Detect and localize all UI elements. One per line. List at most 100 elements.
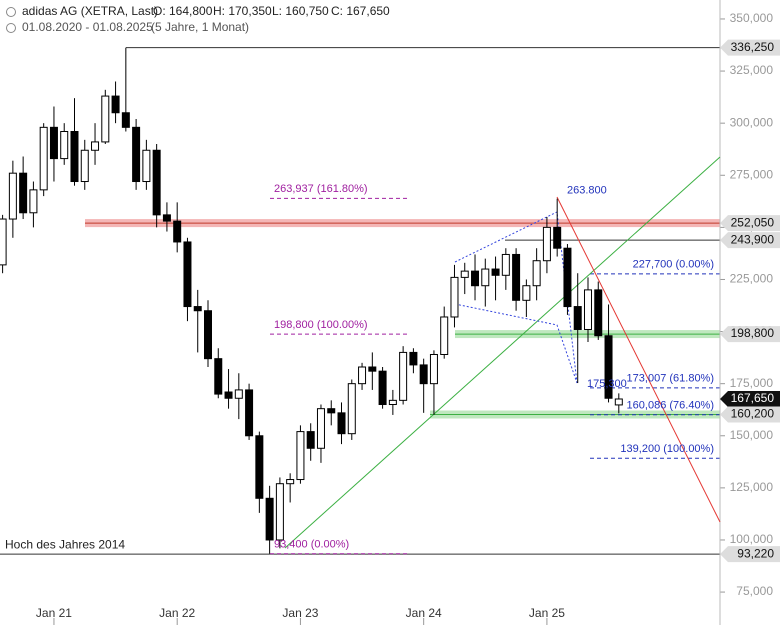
fib-label: 263,937 (161.80%) <box>274 183 368 195</box>
icon <box>6 23 16 33</box>
candle-body <box>224 391 233 399</box>
candle-body <box>440 316 449 355</box>
candle-body <box>8 172 17 220</box>
candle-body <box>173 220 182 243</box>
candle-body <box>337 412 346 435</box>
candle-body <box>245 389 254 437</box>
price-box-label: 336,250 <box>731 40 775 54</box>
fib-label: 93,400 (0.00%) <box>274 539 349 551</box>
interval: (5 Jahre, 1 Monat) <box>151 20 249 34</box>
price-box <box>720 232 780 249</box>
ohlc-close: C: 167,650 <box>331 4 390 18</box>
candle-body <box>265 497 274 541</box>
candle-body <box>368 366 377 372</box>
y-tick-label: 175,000 <box>730 376 774 390</box>
y-tick-label: 275,000 <box>730 167 774 181</box>
price-box <box>720 215 780 232</box>
candle-body <box>450 276 459 318</box>
y-tick-label: 150,000 <box>730 428 774 442</box>
candle-body <box>214 358 223 395</box>
candle-body <box>388 399 397 406</box>
candle-body <box>604 335 613 399</box>
candle-body <box>594 289 603 337</box>
candle-body <box>39 126 48 191</box>
fib-label: 160,086 (76.40%) <box>627 400 714 412</box>
y-tick-label: 350,000 <box>730 11 774 25</box>
trend-line <box>284 156 721 549</box>
candle-body <box>501 253 510 276</box>
candle-body <box>512 253 521 301</box>
text-layer: adidas AG (XETRA, Last) O: 164,800 H: 17… <box>5 4 780 620</box>
candle-body <box>111 95 120 114</box>
fib-label: 139,200 (100.00%) <box>620 443 714 455</box>
price-box-label: 160,200 <box>731 407 775 421</box>
candle-body <box>491 268 500 276</box>
candle-body <box>132 126 141 183</box>
candle-body <box>460 270 469 278</box>
price-box <box>720 39 780 56</box>
candle-body <box>29 189 38 214</box>
fib-label: 227,700 (0.00%) <box>633 259 714 271</box>
price-box <box>720 326 780 343</box>
candle-body <box>378 370 387 406</box>
candle-body <box>0 218 7 266</box>
candle-body <box>162 214 171 222</box>
period: 01.08.2020 - 01.08.2025 <box>22 20 153 34</box>
candle-body <box>358 366 367 385</box>
icon <box>6 7 16 17</box>
candle-body <box>327 408 336 414</box>
candle-body <box>573 306 582 330</box>
marks-layer <box>0 47 623 554</box>
candle-body <box>142 149 151 183</box>
candle-body <box>183 241 192 308</box>
x-tick-label: Jan 21 <box>36 606 72 620</box>
candle-body <box>49 126 58 160</box>
x-tick-label: Jan 23 <box>282 606 318 620</box>
annotation: Hoch des Jahres 2014 <box>5 537 125 551</box>
price-box <box>720 390 780 407</box>
ohlc-high: H: 170,350 <box>213 4 272 18</box>
candle-body <box>255 435 264 499</box>
fib-label: 173,007 (61.80%) <box>627 373 714 385</box>
price-box-label: 167,650 <box>731 391 775 405</box>
candle-body <box>522 285 531 301</box>
x-tick-label: Jan 22 <box>159 606 195 620</box>
x-tick-label: Jan 24 <box>406 606 442 620</box>
candle-body <box>306 431 315 449</box>
candle-body <box>204 310 212 360</box>
candle-body <box>193 306 202 312</box>
price-box <box>720 406 780 423</box>
candle-body <box>101 95 110 143</box>
y-tick-label: 300,000 <box>730 115 774 129</box>
y-tick-label: 125,000 <box>730 480 774 494</box>
ohlc-low: L: 160,750 <box>272 4 329 18</box>
candle-body <box>563 247 572 308</box>
chart-title: adidas AG (XETRA, Last) <box>22 4 158 18</box>
candle-body <box>234 389 243 399</box>
candle-body <box>429 353 438 385</box>
y-tick-label: 225,000 <box>730 272 774 286</box>
candle-body <box>19 172 28 214</box>
candle-body <box>532 260 541 287</box>
price-box <box>720 546 780 563</box>
candle-body <box>286 479 295 485</box>
candle-body <box>481 268 490 287</box>
candle-body <box>91 141 100 151</box>
y-tick-label: 325,000 <box>730 63 774 77</box>
candle-body <box>583 289 592 330</box>
candle-body <box>60 131 69 160</box>
trend-line <box>556 196 721 523</box>
y-tick-label: 100,000 <box>730 532 774 546</box>
point-label: 175,300 <box>587 378 627 390</box>
candle-body <box>80 149 89 183</box>
candle-body <box>275 483 284 541</box>
candle-body <box>152 149 161 216</box>
candle-body <box>409 351 418 366</box>
candle-body <box>553 226 562 249</box>
point-label: 263.800 <box>567 185 607 197</box>
y-tick-label: 75,000 <box>736 584 773 598</box>
candle-body <box>347 383 356 435</box>
x-tick-label: Jan 25 <box>529 606 565 620</box>
